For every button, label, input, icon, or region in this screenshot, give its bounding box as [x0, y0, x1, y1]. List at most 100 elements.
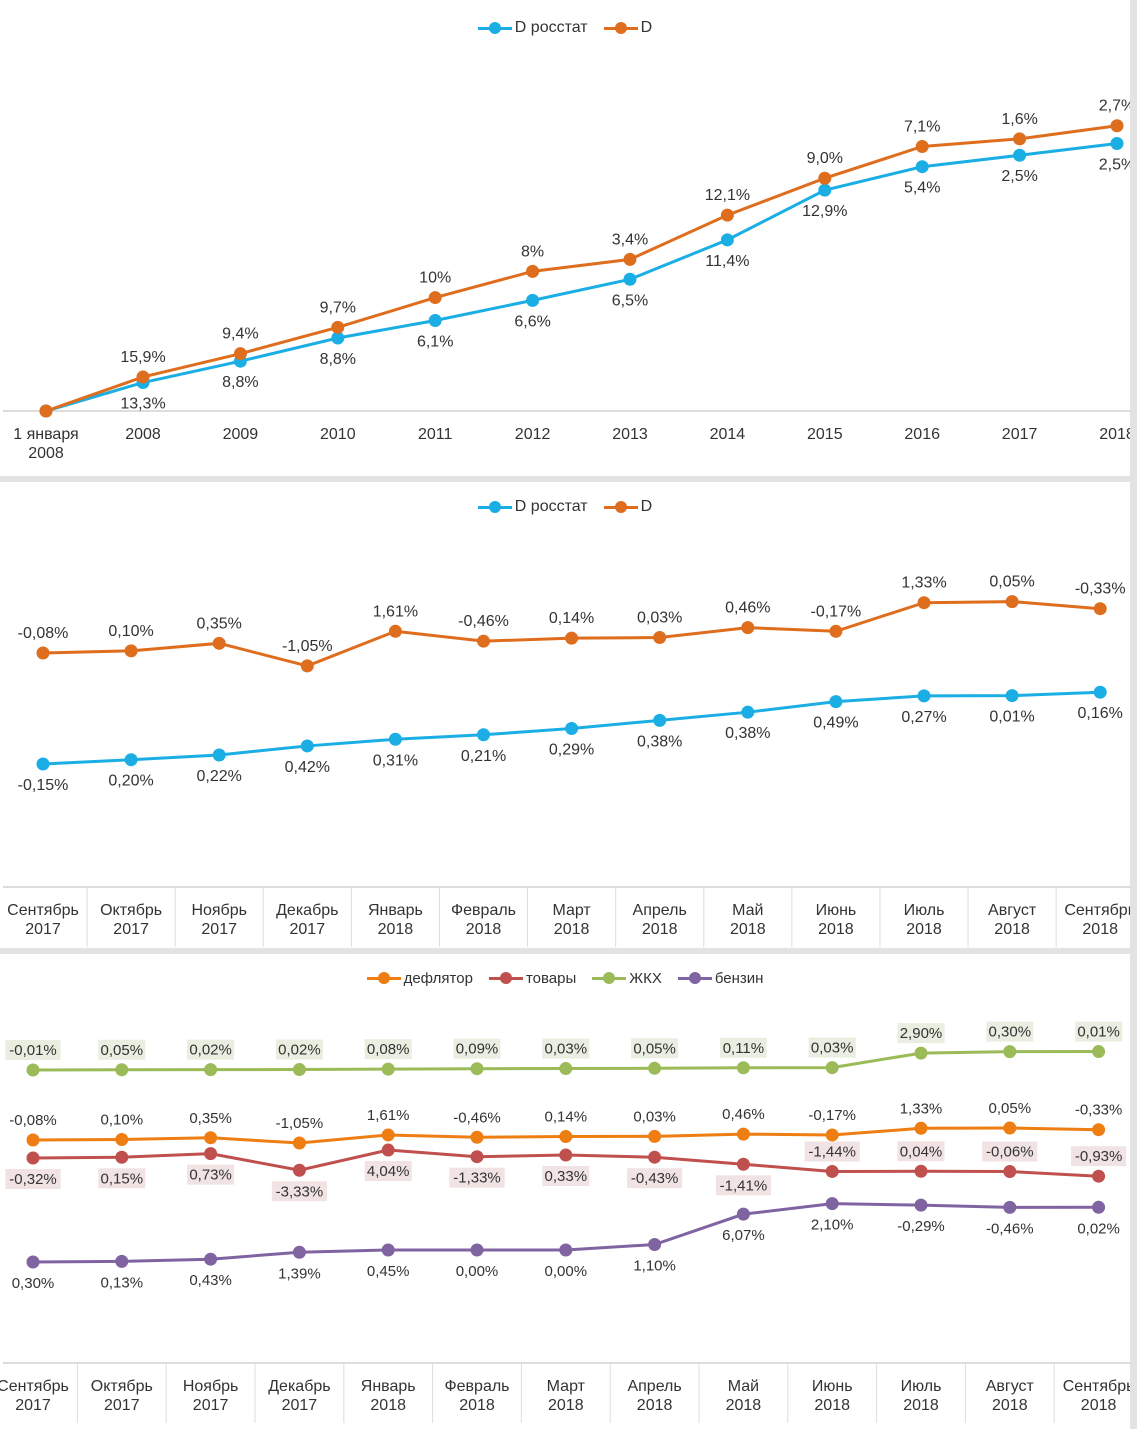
legend-label: D росстат: [514, 19, 588, 36]
data-point: [115, 1133, 129, 1146]
data-point: [292, 1163, 306, 1177]
data-point: [1092, 1123, 1106, 1137]
data-label: 1,33%: [901, 575, 946, 592]
data-point: [825, 1197, 839, 1211]
data-label: -0,15%: [18, 777, 69, 794]
data-label: -0,01%: [9, 1042, 57, 1059]
data-label-background: [897, 1023, 945, 1044]
data-label: 1,33%: [900, 1100, 943, 1117]
data-label-background: [187, 1164, 235, 1185]
x-tick-label: 2018: [637, 1397, 673, 1414]
x-tick-label: Октябрь: [100, 902, 162, 919]
data-point: [648, 1129, 662, 1143]
data-point: [914, 1198, 928, 1212]
x-tick-label: 2017: [15, 1397, 51, 1414]
data-point: [736, 1061, 750, 1075]
data-label: 0,35%: [189, 1110, 232, 1127]
chart-panel-monthly: D росстат D Сентябрь 2017 Октябрь 2017 Ноябр…: [0, 482, 1130, 948]
data-point: [720, 208, 734, 222]
legend-item: бензин: [677, 970, 763, 987]
data-label: 7,1%: [904, 119, 940, 136]
x-tick-label: 2018: [730, 921, 766, 938]
data-label: 2,90%: [900, 1025, 943, 1042]
x-tick-label: Август: [986, 1378, 1035, 1395]
data-point: [115, 1150, 129, 1164]
data-label: 1,61%: [373, 603, 418, 620]
data-point: [1093, 685, 1107, 699]
data-label: 0,30%: [12, 1275, 55, 1292]
data-point: [39, 404, 53, 418]
data-label-background: [1075, 1021, 1123, 1042]
data-point: [648, 1061, 662, 1075]
data-point: [736, 1157, 750, 1171]
data-label: 0,49%: [813, 715, 858, 732]
data-point: [1003, 1121, 1017, 1135]
chart-plot: Сентябрь 2017 Октябрь 2017 Ноябрь 2017 Декабрь…: [3, 574, 1130, 947]
x-tick-label: 2018: [818, 921, 854, 938]
data-point: [36, 646, 50, 660]
x-tick-label: 1 января: [13, 426, 78, 443]
legend-marker: [603, 500, 638, 513]
x-tick-label: 2018: [642, 921, 678, 938]
x-tick-label: 2010: [320, 426, 356, 443]
data-point: [428, 291, 442, 305]
x-tick-label: Сентябрь: [7, 902, 79, 919]
x-tick-label: Сентябрь: [1063, 1378, 1130, 1395]
data-label: 0,05%: [989, 574, 1034, 591]
legend-marker: [603, 21, 638, 34]
data-point: [1110, 119, 1124, 133]
legend-label: D: [640, 19, 653, 36]
x-tick-label: 2017: [1002, 426, 1038, 443]
data-point: [736, 1207, 750, 1221]
legend-marker: [477, 500, 512, 513]
legend-item: D росстат: [477, 19, 588, 37]
data-label: 6,6%: [514, 313, 550, 330]
data-point: [1003, 1045, 1017, 1059]
data-label: 9,4%: [222, 326, 258, 343]
x-tick-label: 2018: [466, 921, 502, 938]
data-label: 0,03%: [811, 1040, 854, 1057]
data-label-background: [804, 1141, 860, 1162]
data-point: [204, 1131, 218, 1145]
x-tick-label: Апрель: [633, 902, 687, 919]
data-point: [381, 1128, 395, 1142]
x-tick-label: Июнь: [816, 902, 857, 919]
data-label: 0,05%: [101, 1042, 144, 1059]
data-label-background: [364, 1161, 412, 1182]
data-point: [1013, 132, 1027, 146]
data-point: [736, 1127, 750, 1141]
x-tick-label: 2009: [223, 426, 259, 443]
data-label: -0,17%: [808, 1107, 856, 1124]
data-point: [470, 1062, 484, 1076]
data-point: [720, 233, 734, 247]
data-point: [653, 713, 667, 727]
data-point: [212, 636, 226, 650]
legend: D росстат D: [0, 498, 1130, 516]
data-label: 8,8%: [320, 351, 356, 368]
data-point: [26, 1133, 40, 1147]
data-point: [388, 732, 402, 746]
data-label: -1,41%: [720, 1177, 768, 1194]
x-tick-label: 2018: [1081, 1397, 1117, 1414]
data-label: 0,31%: [373, 752, 418, 769]
data-label-background: [808, 1037, 856, 1058]
data-point: [1003, 1165, 1017, 1179]
data-label-background: [542, 1166, 590, 1187]
legend-label: D росстат: [514, 498, 588, 515]
legend-item: товары: [488, 970, 576, 987]
data-point: [204, 1147, 218, 1161]
data-point: [233, 347, 247, 361]
data-point: [1013, 148, 1027, 162]
data-label: -0,08%: [18, 625, 69, 642]
x-tick-label: 2018: [378, 921, 414, 938]
data-point: [559, 1130, 573, 1144]
data-point: [300, 659, 314, 673]
data-point: [829, 695, 843, 709]
data-label: 0,16%: [1078, 705, 1123, 722]
data-label: -3,33%: [276, 1183, 324, 1200]
x-tick-label: 2008: [28, 445, 64, 462]
data-point: [292, 1063, 306, 1077]
data-point: [115, 1063, 129, 1077]
data-label-background: [982, 1141, 1038, 1162]
data-label: 2,5%: [1001, 168, 1037, 185]
